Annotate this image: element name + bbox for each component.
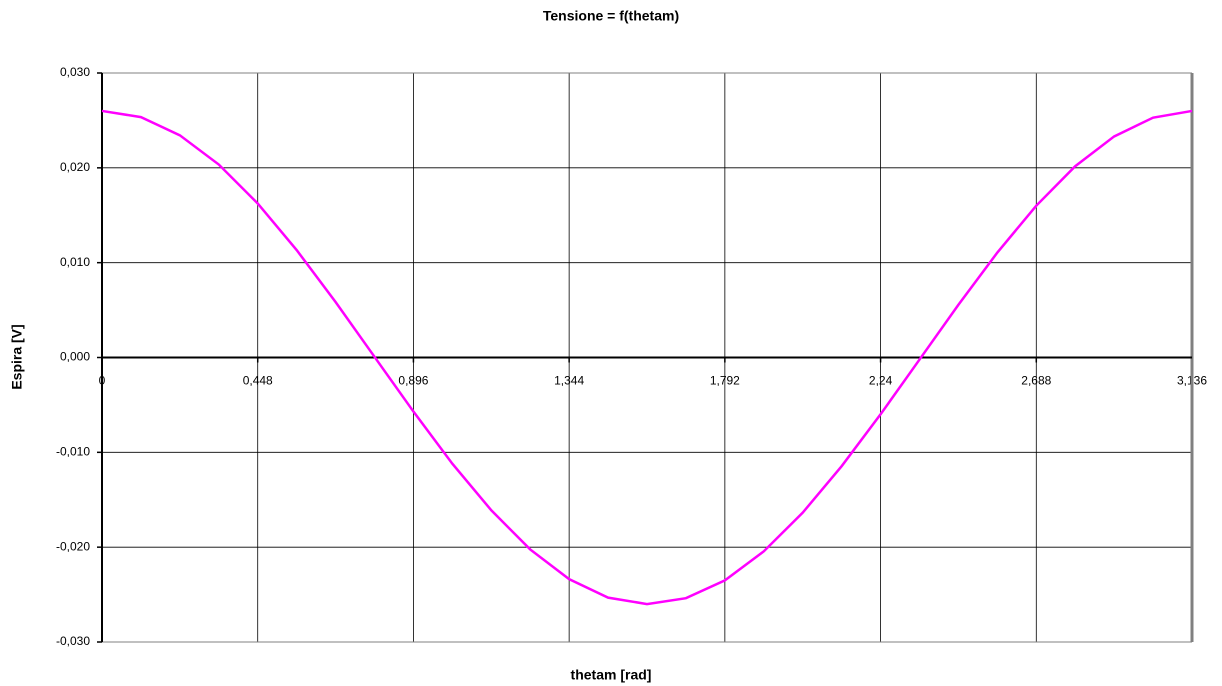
x-tick-label: 2,24 (869, 374, 893, 388)
y-axis-label: Espira [V] (9, 324, 25, 389)
x-tick-label: 1,792 (710, 374, 740, 388)
y-tick-label: 0,000 (60, 350, 90, 364)
x-tick-label: 1,344 (554, 374, 584, 388)
x-tick-label: 2,688 (1021, 374, 1051, 388)
y-tick-label: -0,010 (56, 445, 90, 459)
x-tick-label: 0,448 (243, 374, 273, 388)
y-tick-label: 0,010 (60, 255, 90, 269)
data-line (101, 109, 1193, 606)
y-tick-label: 0,030 (60, 65, 90, 79)
y-tick-label: -0,020 (56, 539, 90, 553)
x-tick-label: 0,896 (398, 374, 428, 388)
y-tick-label: 0,020 (60, 160, 90, 174)
y-tick-label: -0,030 (56, 634, 90, 648)
x-axis-label: thetam [rad] (571, 667, 652, 683)
chart-title: Tensione = f(thetam) (543, 8, 679, 24)
